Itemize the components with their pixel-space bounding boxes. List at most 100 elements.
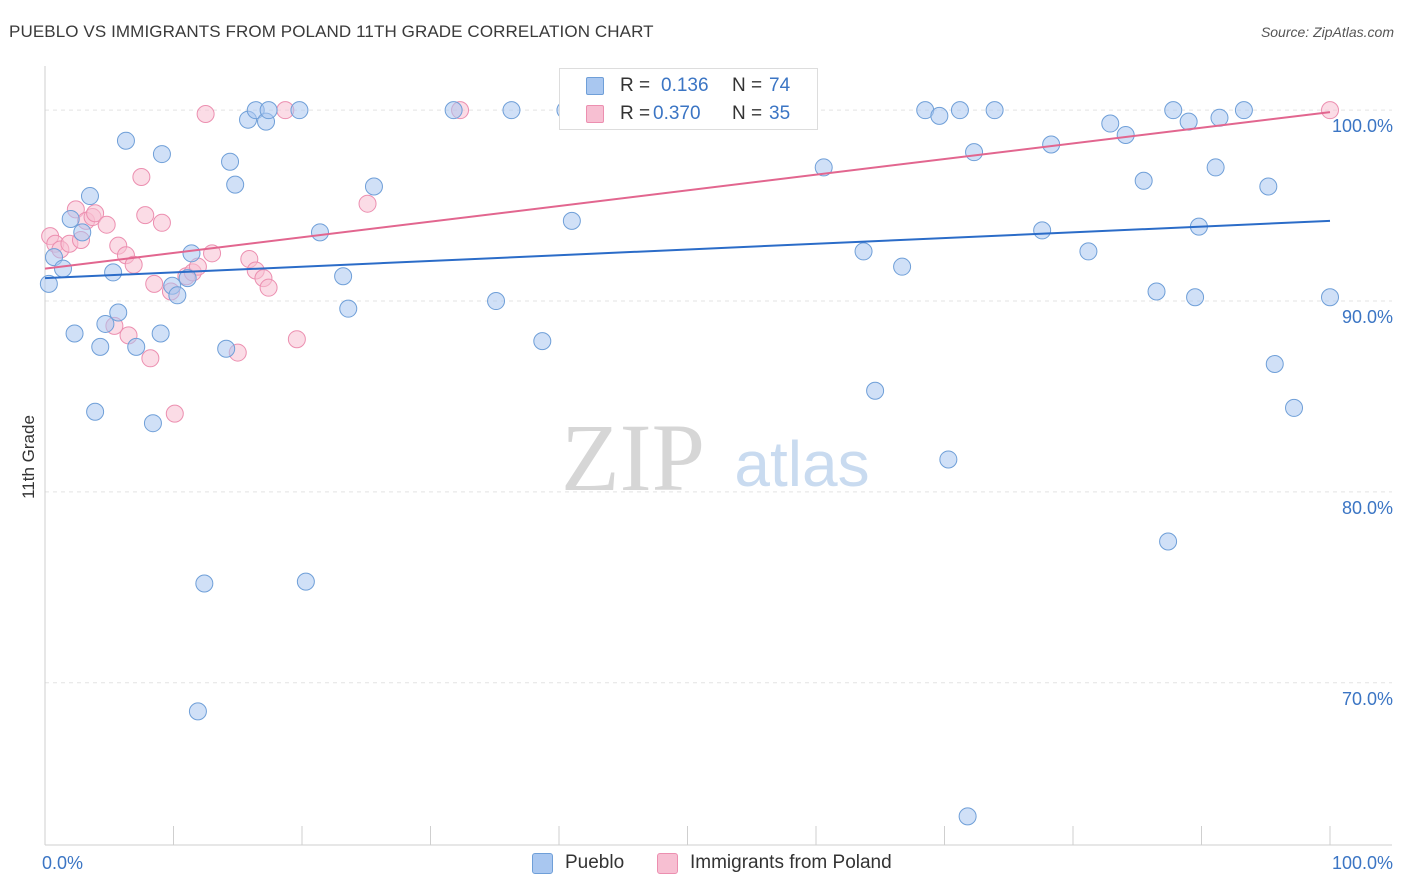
y-tick-label: 70.0%: [1342, 689, 1393, 709]
poland-point: [136, 206, 155, 225]
pueblo-point: [502, 101, 521, 120]
poland-trend-line: [44, 111, 1331, 270]
pueblo-point: [1265, 355, 1284, 374]
poland-point: [152, 213, 171, 232]
pueblo-point: [65, 324, 84, 343]
pueblo-point: [893, 257, 912, 276]
watermark-zip: ZIP: [561, 404, 705, 511]
pueblo-point: [364, 177, 383, 196]
legend-n-label: N =: [732, 75, 763, 96]
pueblo-point: [226, 175, 245, 194]
legend-n-label: N =: [732, 103, 763, 124]
pueblo-point: [73, 223, 92, 242]
y-tick-label: 80.0%: [1342, 498, 1393, 518]
pueblo-point: [116, 131, 135, 150]
trend-lines: [44, 111, 1331, 280]
y-tick-label: 90.0%: [1342, 307, 1393, 327]
x-tick-label: 0.0%: [42, 853, 83, 873]
poland-point: [1321, 101, 1339, 120]
pueblo-point: [109, 303, 128, 322]
pueblo-point: [310, 223, 329, 242]
pueblo-point: [1079, 242, 1098, 261]
pueblo-point: [182, 244, 201, 263]
bottom-legend-label: Pueblo: [565, 852, 625, 873]
watermark-atlas: atlas: [734, 428, 869, 500]
y-tick-label: 100.0%: [1332, 116, 1393, 136]
gridlines: [45, 109, 1392, 684]
pueblo-point: [217, 339, 236, 358]
pueblo-point: [1321, 288, 1339, 307]
legend-r-label: R =: [620, 103, 651, 124]
axes: [44, 66, 1392, 846]
pueblo-point: [168, 286, 187, 305]
chart-title: PUEBLO VS IMMIGRANTS FROM POLAND 11TH GR…: [9, 22, 654, 41]
pueblo-point: [985, 101, 1004, 120]
pueblo-point: [487, 292, 506, 311]
pueblo-point: [334, 267, 353, 286]
pueblo-point: [296, 572, 315, 591]
pueblo-point: [195, 574, 214, 593]
pueblo-point: [866, 381, 885, 400]
pueblo-point: [221, 152, 240, 171]
poland-point: [97, 215, 116, 234]
chart-source: Source: ZipAtlas.com: [1260, 24, 1394, 40]
pueblo-point: [854, 242, 873, 261]
pueblo-point: [1033, 221, 1052, 240]
pueblo-point: [96, 314, 115, 333]
pueblo-point: [965, 143, 984, 162]
poland-point: [86, 204, 105, 223]
pueblo-point: [80, 187, 99, 206]
pueblo-point: [188, 702, 207, 721]
pueblo-point: [152, 145, 171, 164]
pueblo-point: [1234, 101, 1253, 120]
pueblo-point: [939, 450, 958, 469]
pueblo-trend-line: [44, 219, 1331, 280]
legend-r-value: 0.136: [661, 75, 709, 96]
poland-swatch: [586, 105, 604, 123]
poland-point: [132, 167, 151, 186]
poland-point: [145, 274, 164, 293]
pueblo-point: [61, 209, 80, 228]
pueblo-swatch: [532, 853, 553, 874]
pueblo-point: [444, 101, 463, 120]
poland-swatch: [657, 853, 678, 874]
pueblo-point: [178, 269, 197, 288]
y-axis-label: 11th Grade: [19, 415, 38, 499]
pueblo-point: [1101, 114, 1120, 133]
pueblo-point: [930, 106, 949, 125]
correlation-legend: R = 0.136 N = 74 R = 0.370 N = 35: [559, 68, 818, 130]
pueblo-point: [151, 324, 170, 343]
pueblo-point: [143, 414, 162, 433]
pueblo-point: [39, 274, 58, 293]
pueblo-point: [958, 807, 977, 826]
pueblo-point: [950, 101, 969, 120]
legend-r-value: 0.370: [653, 103, 701, 124]
bottom-legend-label: Immigrants from Poland: [690, 852, 892, 873]
watermark: ZIP atlas: [561, 404, 870, 511]
pueblo-point: [104, 263, 123, 282]
series-poland-points: [41, 101, 1339, 423]
pueblo-point: [53, 259, 72, 278]
pueblo-point: [1206, 158, 1225, 177]
pueblo-point: [259, 101, 278, 120]
poland-point: [141, 349, 160, 368]
pueblo-point: [814, 158, 833, 177]
pueblo-point: [127, 337, 146, 356]
pueblo-point: [1186, 288, 1205, 307]
legend-n-value: 35: [769, 103, 791, 124]
poland-point: [259, 278, 278, 297]
pueblo-point: [1259, 177, 1278, 196]
pueblo-swatch: [586, 77, 604, 95]
pueblo-point: [1210, 108, 1229, 127]
pueblo-point: [1116, 125, 1135, 144]
pueblo-point: [86, 402, 105, 421]
pueblo-point: [290, 101, 309, 120]
pueblo-point: [1147, 282, 1166, 301]
pueblo-point: [91, 337, 110, 356]
pueblo-point: [562, 211, 581, 230]
legend-n-value: 74: [769, 75, 791, 96]
x-tick-label: 100.0%: [1332, 853, 1393, 873]
pueblo-point: [533, 332, 552, 351]
pueblo-point: [1285, 398, 1304, 417]
poland-point: [196, 104, 215, 123]
